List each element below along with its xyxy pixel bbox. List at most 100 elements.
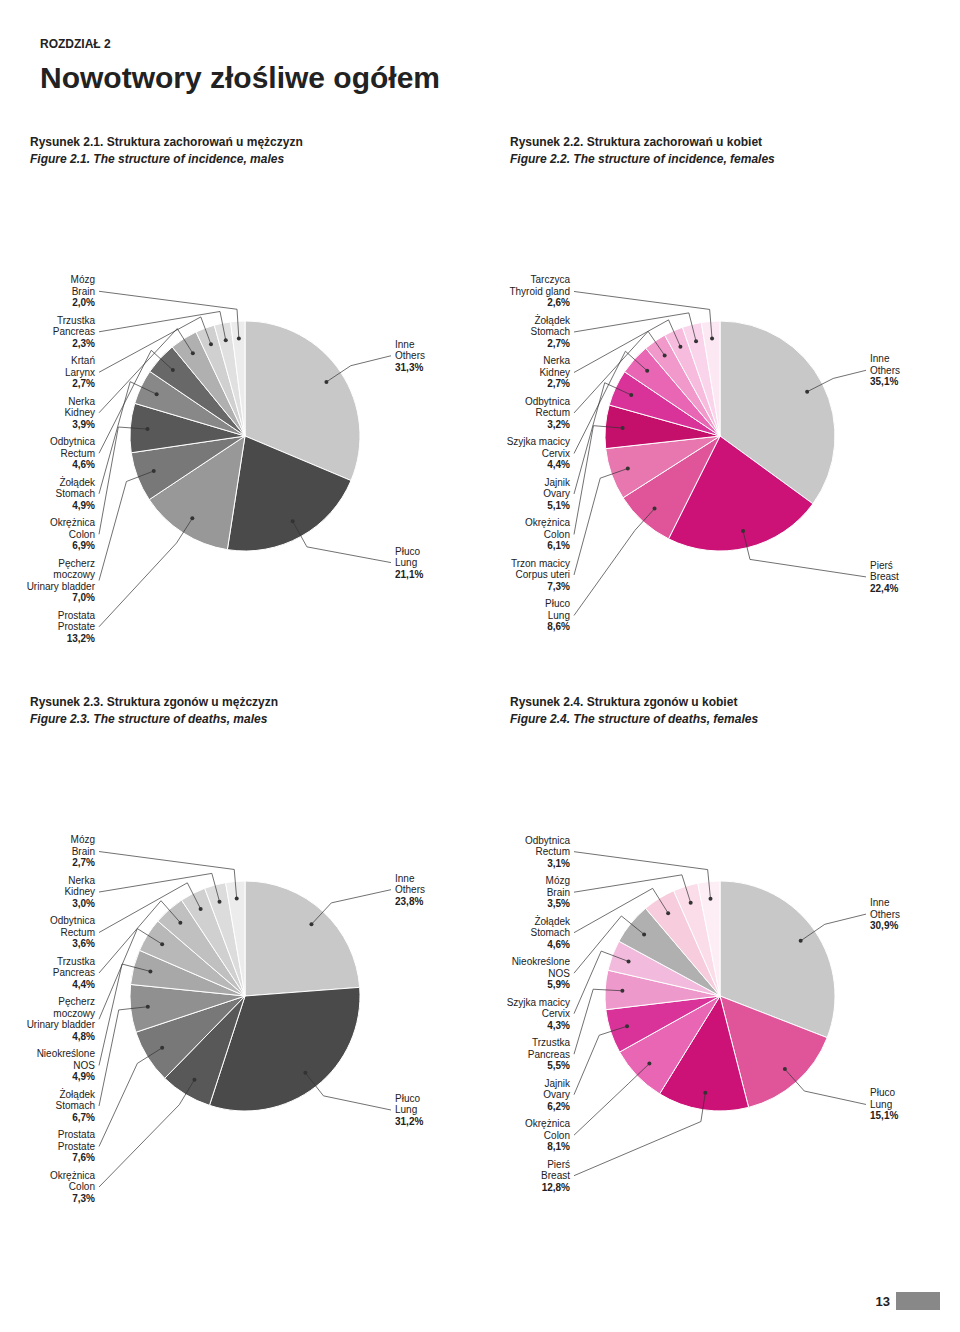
slice-value-label: 4,6% — [72, 459, 95, 470]
slice-category: TarczycaThyroid gland — [509, 274, 570, 297]
slice-category: OkrężnicaColon — [50, 1170, 95, 1193]
slice-value-label: 6,7% — [72, 1112, 95, 1123]
leader-dot — [653, 507, 657, 511]
slice-category: ŻołądekStomach — [56, 476, 96, 500]
slice-category: TrzustkaPancreas — [528, 1037, 571, 1060]
leader-line — [574, 291, 712, 338]
leader-line — [574, 468, 628, 575]
slice-value-label: 2,6% — [547, 297, 570, 308]
pie-chart: Rysunek 2.3. Struktura zgonów u mężczyzn… — [27, 695, 425, 1204]
slice-value-label: 5,1% — [547, 500, 570, 511]
slices — [130, 881, 360, 1111]
leader-dot — [199, 907, 203, 911]
leader-line — [574, 989, 622, 1054]
slice-value-label: 4,9% — [72, 500, 95, 511]
chart-title: Rysunek 2.1. Struktura zachorowań u mężc… — [30, 135, 303, 149]
leader-dot — [190, 516, 194, 520]
slice-category: PłucoLung — [545, 598, 570, 621]
leader-line — [99, 883, 201, 933]
leader-dot — [291, 519, 295, 523]
slice-category: NieokreśloneNOS — [512, 956, 571, 979]
slice-category: NerkaKidney — [539, 355, 570, 378]
slices — [605, 881, 835, 1111]
slice-category: TrzustkaPancreas — [53, 315, 96, 338]
slice-value-label: 4,4% — [547, 459, 570, 470]
leader-dot — [191, 351, 195, 355]
leader-line — [99, 929, 162, 1020]
slice-category: InneOthers — [395, 339, 425, 362]
chart-subtitle: Figure 2.1. The structure of incidence, … — [30, 152, 284, 166]
slice-category: NerkaKidney — [64, 875, 95, 898]
leader-dot — [160, 1046, 164, 1050]
slice-value-label: 30,9% — [870, 920, 898, 931]
leader-line — [99, 427, 147, 534]
slice-value-label: 2,0% — [72, 297, 95, 308]
slice-category: PłucoLung — [395, 1093, 420, 1116]
leader-dot — [741, 529, 745, 533]
slice-value-label: 22,4% — [870, 583, 898, 594]
slice-category: Trzon macicyCorpus uteri — [511, 558, 570, 581]
slice-category: MózgBrain — [546, 875, 570, 898]
slice-value-label: 6,1% — [547, 540, 570, 551]
slice-value-label: 5,9% — [547, 979, 570, 990]
leader-line — [99, 350, 173, 453]
leader-dot — [689, 901, 693, 905]
leader-line — [574, 331, 665, 413]
slice-value-label: 31,3% — [395, 362, 423, 373]
leader-line — [785, 1069, 866, 1104]
slice — [701, 321, 720, 436]
data-labels: InneOthers31,3%PłucoLung21,1%MózgBrain2,… — [27, 274, 425, 644]
slice-category: OkrężnicaColon — [525, 1118, 570, 1141]
slice-category: OdbytnicaRectum — [50, 436, 95, 459]
leader-dot — [647, 1062, 651, 1066]
pie-chart: Rysunek 2.1. Struktura zachorowań u mężc… — [27, 135, 425, 644]
leader-dot — [629, 393, 633, 397]
page: ROZDZIAŁ 2Nowotwory złośliwe ogółem13Rys… — [0, 0, 960, 1332]
leader-dot — [152, 469, 156, 473]
leader-dot — [309, 922, 313, 926]
slice-value-label: 3,5% — [547, 898, 570, 909]
slice — [214, 322, 245, 436]
leader-line — [99, 382, 157, 494]
chart-subtitle: Figure 2.2. The structure of incidence, … — [510, 152, 775, 166]
leader-dot — [303, 1071, 307, 1075]
leader-line — [574, 951, 629, 1014]
leader-line — [801, 914, 866, 941]
chart-title: Rysunek 2.3. Struktura zgonów u mężczyzn — [30, 695, 278, 709]
slice-value-label: 13,2% — [67, 633, 95, 644]
slice-value-label: 4,6% — [547, 939, 570, 950]
slice-value-label: 6,9% — [72, 540, 95, 551]
leader-dot — [642, 932, 646, 936]
slice-category: OdbytnicaRectum — [50, 915, 95, 938]
leader-dot — [626, 466, 630, 470]
leader-line — [574, 875, 691, 903]
leader-dot — [625, 1024, 629, 1028]
page-chapter: ROZDZIAŁ 2 — [40, 37, 111, 51]
leader-dot — [694, 339, 698, 343]
leader-line — [99, 1080, 194, 1187]
slice-value-label: 3,2% — [547, 419, 570, 430]
leader-dot — [148, 969, 152, 973]
slice-value-label: 15,1% — [870, 1110, 898, 1121]
slice-category: ŻołądekStomach — [531, 314, 571, 338]
leader-line — [99, 471, 154, 581]
leader-line — [574, 426, 623, 535]
leader-line — [574, 888, 668, 932]
leader-dot — [192, 1078, 196, 1082]
leader-dot — [237, 336, 241, 340]
slice-value-label: 7,6% — [72, 1152, 95, 1163]
slice-value-label: 4,9% — [72, 1071, 95, 1082]
slice-category: KrtańLarynx — [65, 355, 95, 378]
slice-value-label: 23,8% — [395, 896, 423, 907]
leader-dot — [218, 900, 222, 904]
leader-line — [99, 291, 239, 338]
leader-line — [99, 964, 150, 1065]
leader-line — [99, 311, 226, 340]
leader-dot — [805, 390, 809, 394]
slice-category: JajnikOvary — [543, 1078, 571, 1101]
slice-value-label: 31,2% — [395, 1116, 423, 1127]
leader-dot — [145, 427, 149, 431]
slice-value-label: 35,1% — [870, 376, 898, 387]
page-number-box — [896, 1292, 940, 1310]
slice-category: InneOthers — [395, 873, 425, 896]
